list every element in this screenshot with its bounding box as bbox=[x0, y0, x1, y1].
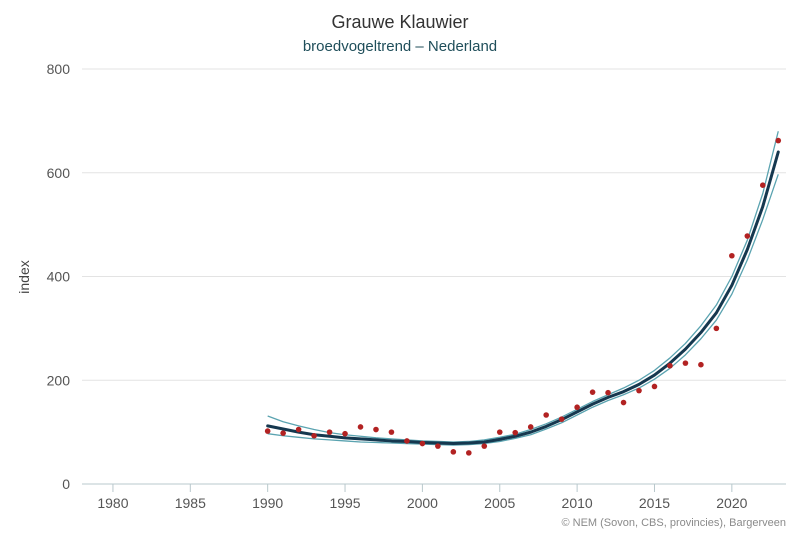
chart-subtitle: broedvogeltrend – Nederland bbox=[303, 38, 497, 55]
data-point bbox=[419, 440, 426, 447]
data-point bbox=[558, 416, 565, 422]
data-point bbox=[512, 429, 519, 436]
chart-title: Grauwe Klauwier bbox=[331, 12, 468, 32]
x-tick-label: 1985 bbox=[175, 495, 206, 511]
data-point bbox=[311, 432, 317, 439]
data-point bbox=[620, 399, 627, 406]
data-point bbox=[698, 361, 704, 368]
data-point bbox=[605, 389, 611, 396]
ci-lower-line bbox=[267, 174, 779, 446]
data-point bbox=[636, 387, 642, 394]
x-tick-label: 1980 bbox=[97, 495, 128, 511]
series-layer bbox=[264, 131, 782, 456]
data-point bbox=[496, 429, 503, 435]
axis-layer: 0 200 400 600 800 1980 1985 1990 1995 2000 2005 201… bbox=[47, 61, 786, 511]
data-point bbox=[388, 429, 395, 435]
y-tick-label: 600 bbox=[47, 165, 71, 181]
data-point bbox=[435, 443, 441, 449]
data-point bbox=[729, 252, 735, 259]
data-point bbox=[713, 325, 720, 332]
data-point bbox=[280, 430, 286, 436]
data-point bbox=[775, 137, 782, 144]
y-axis-title: index bbox=[16, 260, 32, 293]
y-tick-label: 400 bbox=[47, 269, 71, 285]
data-point bbox=[574, 404, 580, 411]
chart-credit: © NEM (Sovon, CBS, provincies), Bargerve… bbox=[561, 517, 786, 529]
data-point bbox=[342, 430, 348, 437]
data-point bbox=[543, 412, 549, 418]
data-point bbox=[744, 233, 751, 239]
x-tick-label: 2010 bbox=[562, 495, 593, 511]
data-point bbox=[326, 429, 333, 435]
grid-layer bbox=[82, 68, 786, 381]
x-tick-label: 2000 bbox=[407, 495, 438, 511]
x-tick-label: 2015 bbox=[639, 495, 670, 511]
x-tick-label: 2005 bbox=[484, 495, 515, 511]
data-point bbox=[481, 443, 488, 449]
data-point bbox=[357, 424, 364, 430]
y-tick-label: 800 bbox=[47, 61, 71, 77]
data-point bbox=[450, 449, 457, 455]
ci-upper-line bbox=[267, 131, 779, 443]
data-point bbox=[651, 383, 658, 390]
data-point bbox=[589, 389, 596, 395]
y-tick-label: 200 bbox=[47, 372, 71, 388]
trend-line bbox=[266, 150, 780, 446]
data-point bbox=[404, 438, 410, 444]
data-point bbox=[682, 360, 689, 366]
data-point bbox=[264, 428, 271, 434]
data-point bbox=[527, 424, 534, 430]
data-point bbox=[667, 362, 673, 369]
x-tick-label: 2020 bbox=[716, 495, 747, 511]
data-point bbox=[759, 182, 766, 188]
x-tick-label: 1995 bbox=[329, 495, 360, 511]
data-point bbox=[466, 450, 472, 456]
data-point bbox=[295, 426, 302, 433]
y-tick-label: 0 bbox=[62, 476, 70, 492]
data-point bbox=[373, 426, 379, 433]
x-tick-label: 1990 bbox=[252, 495, 283, 511]
